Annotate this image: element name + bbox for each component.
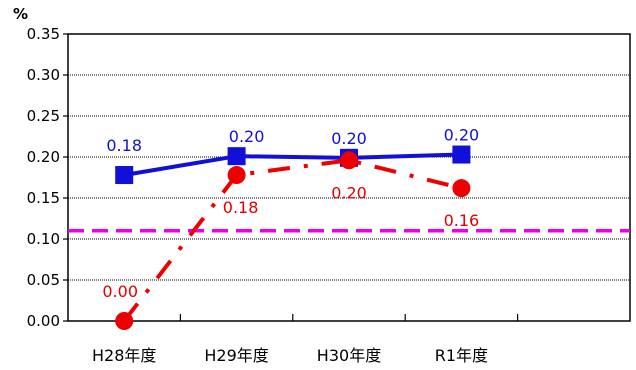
y-unit-label: % bbox=[13, 5, 28, 23]
plot-area bbox=[67, 33, 631, 322]
y-axis-ticks: 0.00 0.05 0.10 0.15 0.20 0.25 0.30 0.35 bbox=[27, 25, 68, 330]
x-tick-label: R1年度 bbox=[435, 346, 488, 365]
data-point-marker bbox=[452, 179, 471, 198]
data-label: 0.20 bbox=[331, 183, 367, 202]
x-tick-label: H29年度 bbox=[204, 346, 268, 365]
data-point-marker bbox=[340, 151, 358, 170]
data-label: 0.18 bbox=[106, 136, 142, 155]
data-labels: 0.18 0.20 0.20 0.20 0.00 0.18 0.20 0.16 bbox=[102, 126, 479, 301]
data-point-marker bbox=[227, 147, 246, 166]
data-point-marker bbox=[115, 166, 134, 185]
y-tick-label: 0.05 bbox=[27, 271, 60, 289]
data-point-marker bbox=[115, 312, 134, 330]
data-label: 0.20 bbox=[229, 127, 265, 146]
x-tick-label: H28年度 bbox=[92, 346, 156, 365]
x-tick-label: H30年度 bbox=[317, 346, 381, 365]
data-point-marker bbox=[452, 145, 471, 164]
y-tick-label: 0.35 bbox=[27, 25, 60, 43]
y-tick-label: 0.10 bbox=[27, 230, 60, 248]
x-axis-ticks: H28年度 H29年度 H30年度 R1年度 bbox=[92, 314, 519, 365]
y-tick-label: 0.00 bbox=[27, 312, 60, 330]
data-label: 0.00 bbox=[102, 282, 138, 301]
y-tick-label: 0.20 bbox=[27, 148, 60, 166]
y-tick-label: 0.15 bbox=[27, 189, 60, 207]
y-tick-label: 0.30 bbox=[27, 66, 60, 84]
series-group bbox=[115, 145, 471, 330]
data-point-marker bbox=[227, 166, 246, 185]
data-label: 0.16 bbox=[444, 211, 480, 230]
y-tick-label: 0.25 bbox=[27, 107, 60, 125]
data-label: 0.18 bbox=[223, 198, 259, 217]
data-label: 0.20 bbox=[331, 129, 367, 148]
series-line bbox=[122, 158, 462, 323]
data-label: 0.20 bbox=[444, 126, 480, 145]
series-line bbox=[123, 152, 462, 178]
